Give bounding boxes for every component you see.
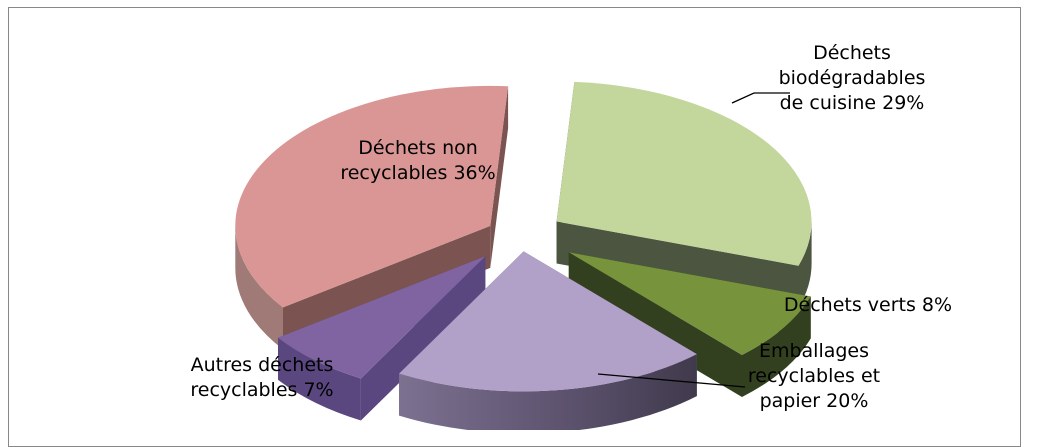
pie-slice-3	[278, 256, 486, 379]
slice-label-2-line-1: recyclables et	[748, 365, 880, 387]
pie-slice-rim-3	[278, 337, 361, 421]
slice-label-4: Déchets non recyclables 36%	[340, 137, 495, 184]
pie-chart: Déchets biodégradables de cuisine 29%Déche…	[190, 42, 952, 430]
slice-label-2-line-0: Emballages	[759, 340, 869, 362]
slice-label-3: Autres déchets recyclables 7%	[190, 354, 333, 401]
pie-slice-1	[568, 252, 811, 355]
pie-slice-4	[235, 85, 509, 308]
pie-slice-0	[556, 81, 812, 266]
slice-label-0-line-1: biodégradables	[779, 67, 926, 89]
leader-line-2	[597, 373, 746, 388]
slice-label-0-line-0: Déchets	[813, 42, 891, 64]
slice-label-0: Déchets biodégradables de cuisine 29%	[779, 42, 926, 114]
pie-slice-rim-2	[399, 354, 697, 430]
slice-label-2-line-2: papier 20%	[760, 390, 869, 412]
pie-slice-rim-4	[235, 225, 283, 350]
slice-label-1: Déchets verts 8%	[784, 294, 952, 316]
slice-label-0-line-2: de cuisine 29%	[780, 92, 925, 114]
pie-slice-wall-1-1	[568, 252, 742, 397]
slice-label-1-line-0: Déchets verts 8%	[784, 294, 952, 316]
slice-label-4-line-0: Déchets non	[358, 137, 478, 159]
slice-label-3-line-0: Autres déchets	[191, 354, 334, 376]
pie-slice-2	[399, 251, 697, 392]
slice-label-4-line-1: recyclables 36%	[340, 162, 495, 184]
pie-slice-rim-0	[798, 221, 812, 308]
slice-label-3-line-1: recyclables 7%	[190, 379, 333, 401]
leader-line-0	[731, 92, 790, 104]
pie-slice-rim-1	[742, 296, 811, 397]
pie-slice-wall-4-1	[490, 86, 509, 268]
slice-label-2: Emballages recyclables et papier 20%	[748, 340, 880, 412]
